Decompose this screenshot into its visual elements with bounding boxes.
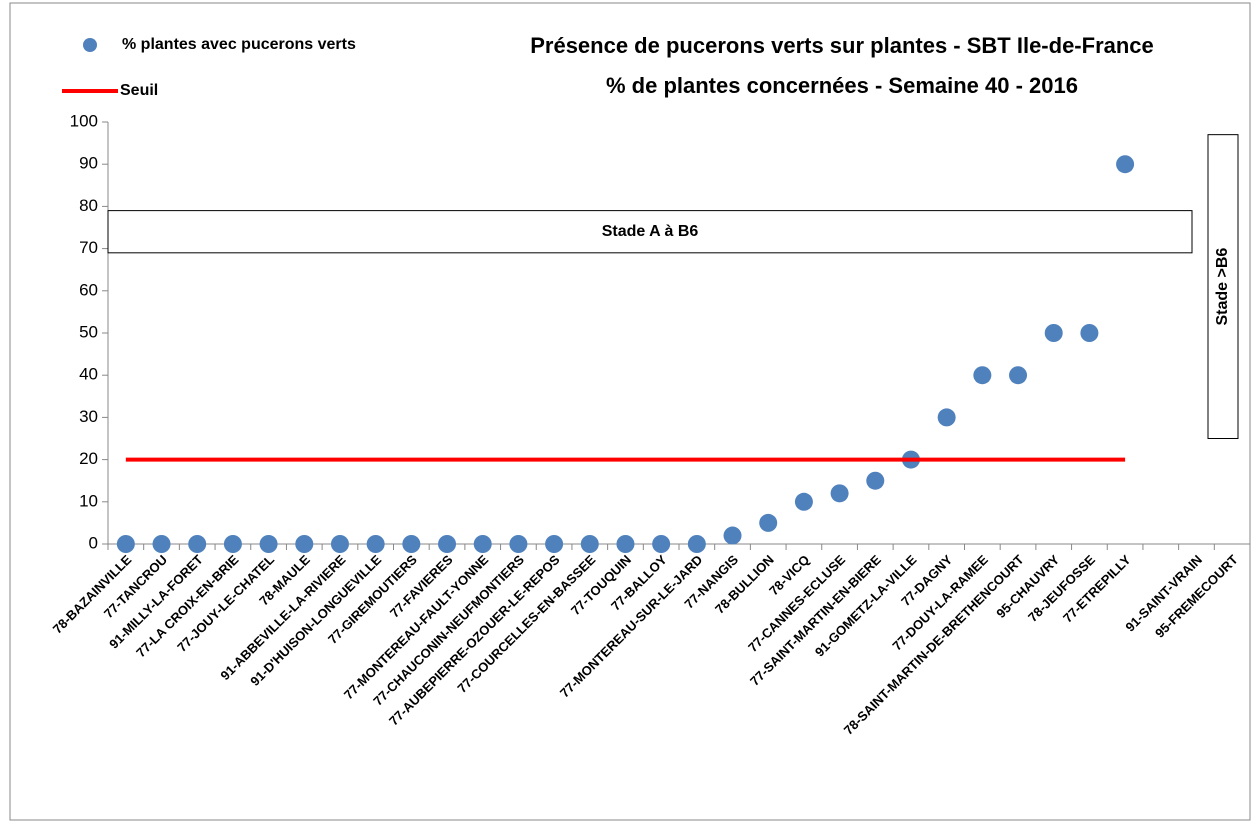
data-point (1116, 155, 1135, 174)
data-point (652, 535, 671, 553)
data-point (1044, 324, 1063, 342)
data-point (687, 535, 706, 553)
data-point (116, 535, 135, 553)
data-point (866, 471, 885, 490)
data-point (295, 535, 314, 553)
y-tick-label: 30 (79, 407, 98, 426)
chart-title: Présence de pucerons verts sur plantes -… (530, 33, 1154, 58)
data-point (438, 535, 457, 553)
data-point (1080, 324, 1099, 342)
legend-label: Seuil (120, 82, 158, 99)
data-point (545, 535, 564, 553)
data-point (937, 408, 956, 427)
data-point (259, 535, 278, 553)
annotation: Stade A à B6 (602, 223, 699, 240)
data-point (509, 535, 528, 553)
y-tick-label: 20 (79, 449, 98, 468)
y-tick-label: 60 (79, 280, 98, 299)
data-point (402, 535, 421, 553)
y-tick-label: 50 (79, 322, 98, 341)
data-point (152, 535, 171, 553)
data-point (366, 535, 385, 553)
data-point (830, 484, 849, 503)
y-tick-label: 90 (79, 154, 98, 173)
y-tick-label: 80 (79, 196, 98, 215)
data-point (473, 535, 492, 553)
annotation-box (1207, 134, 1239, 439)
legend-label: % plantes avec pucerons verts (122, 36, 356, 53)
y-tick-label: 40 (79, 365, 98, 384)
data-point (794, 492, 813, 511)
data-point (759, 513, 778, 532)
data-point (580, 535, 599, 553)
data-point (188, 535, 207, 553)
data-point (330, 535, 349, 553)
y-tick-label: 70 (79, 238, 98, 257)
y-tick-label: 100 (70, 111, 98, 130)
annotation-box (107, 210, 1193, 254)
y-tick-label: 0 (89, 533, 98, 552)
annotation: Stade >B6 (1214, 248, 1231, 326)
data-point (973, 366, 992, 385)
legend-marker (83, 38, 97, 52)
data-point (1009, 366, 1028, 385)
data-point (723, 526, 742, 545)
chart-border (9, 2, 1251, 821)
data-point (616, 535, 635, 553)
data-point (223, 535, 242, 553)
chart-subtitle: % de plantes concernées - Semaine 40 - 2… (606, 73, 1078, 98)
y-tick-label: 10 (79, 491, 98, 510)
